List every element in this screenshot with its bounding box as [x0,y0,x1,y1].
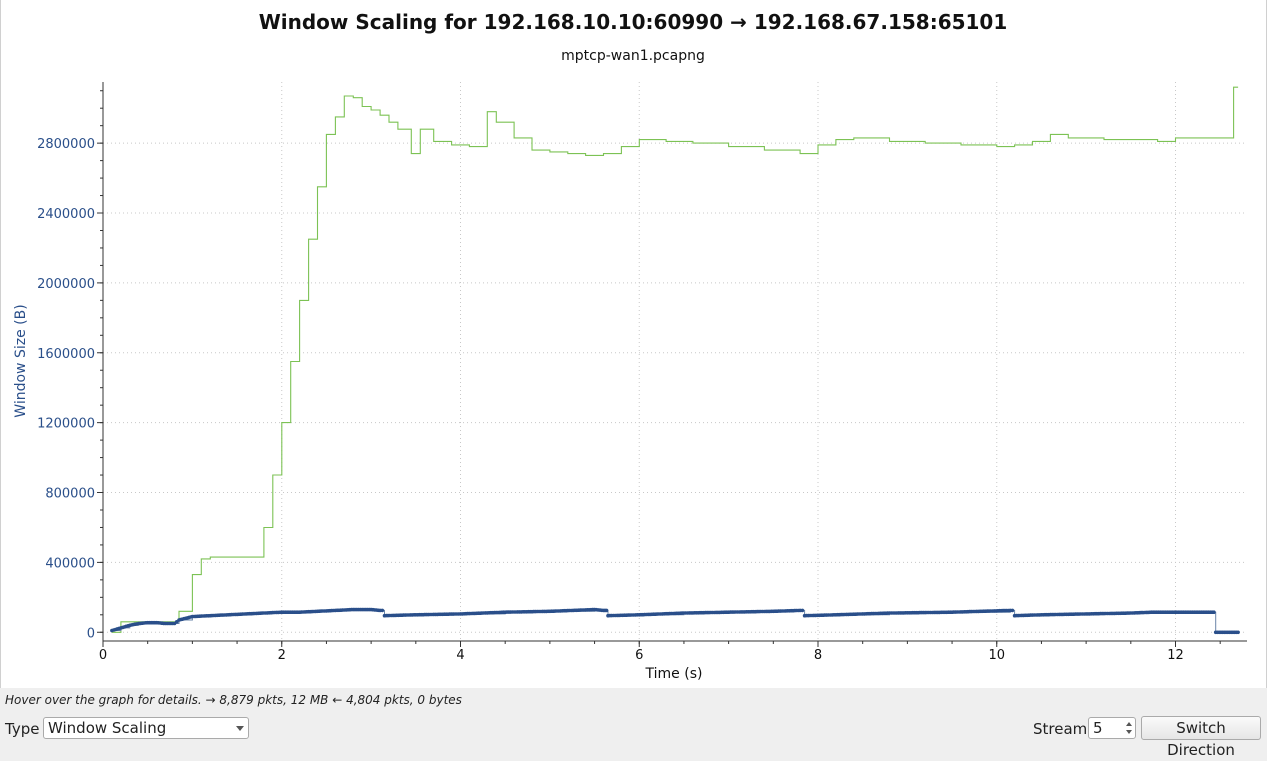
x-tick-label: 4 [456,648,464,663]
window-scaling-chart[interactable]: Window Scaling for 192.168.10.10:60990 →… [1,0,1266,688]
y-tick-label: 400000 [45,556,95,571]
type-label: Type [5,720,40,738]
spin-down-icon[interactable] [1126,730,1132,734]
x-axis-label: Time (s) [645,666,703,682]
x-tick-label: 12 [1167,648,1184,663]
x-tick-label: 8 [814,648,822,663]
plot-area[interactable]: Window Scaling for 192.168.10.10:60990 →… [0,0,1267,688]
stream-label: Stream [1033,720,1088,738]
data-point [1010,608,1015,613]
axes: 0 2 4 6 8 10 12 0 400000 800000 1200000 1600000 2000… [37,82,1247,663]
x-tick-label: 0 [99,648,107,663]
data-point [380,608,385,613]
series-markers-1 [110,607,1240,635]
chevron-down-icon [236,726,244,731]
spin-up-icon[interactable] [1126,722,1132,726]
type-select-value: Window Scaling [48,719,167,737]
x-tick-label: 2 [278,648,286,663]
status-text: Hover over the graph for details. → 8,87… [5,693,462,707]
data-point [1236,630,1240,635]
y-tick-label: 2800000 [37,137,95,152]
series-layer [110,86,1240,635]
data-point [604,608,609,613]
x-tick-label: 10 [988,648,1005,663]
y-tick-label: 2400000 [37,207,95,222]
chart-subtitle: mptcp-wan1.pcapng [561,48,705,64]
data-point [1212,610,1216,614]
type-select[interactable]: Window Scaling [43,717,249,739]
y-tick-label: 1600000 [37,347,95,362]
stream-spinbox[interactable]: 5 [1088,717,1136,739]
y-axis-label: Window Size (B) [13,304,29,417]
data-point [800,608,805,613]
stream-value: 5 [1093,719,1103,737]
grid-lines [103,82,1247,641]
y-tick-label: 2000000 [37,277,95,292]
switch-direction-button[interactable]: Switch Direction [1141,716,1261,759]
control-bar: Type Window Scaling Stream 5 Switch Dire… [0,712,1267,759]
y-tick-label: 0 [87,626,95,641]
y-tick-label: 1200000 [37,417,95,432]
x-tick-label: 6 [635,648,643,663]
chart-title: Window Scaling for 192.168.10.10:60990 →… [259,10,1008,34]
y-tick-label: 800000 [45,487,95,502]
series-line-0 [111,86,1239,633]
